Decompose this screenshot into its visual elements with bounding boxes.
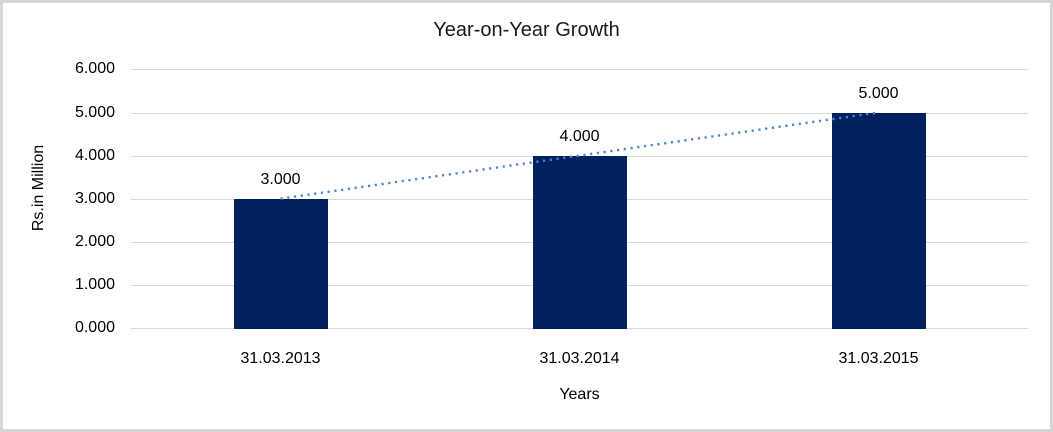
y-tick-label: 6.000 xyxy=(74,60,115,78)
bar-31.03.2013 xyxy=(233,198,328,329)
bar-31.03.2014 xyxy=(532,155,627,329)
y-tick-label: 0.000 xyxy=(74,319,115,336)
y-tick-label: 1.000 xyxy=(74,275,115,293)
bar-31.03.2015 xyxy=(831,112,926,329)
x-category-label: 31.03.2013 xyxy=(240,350,321,367)
data-label: 3.000 xyxy=(260,170,301,188)
data-label: 5.000 xyxy=(858,84,899,102)
y-tick-label: 5.000 xyxy=(74,103,115,121)
plot-area: 0.000 1.000 2.000 3.000 4.000 5.000 6.000 3.00… xyxy=(3,3,1050,429)
y-axis-title: Rs.in Million xyxy=(30,144,47,232)
data-label: 4.000 xyxy=(559,127,600,145)
y-tick-label: 4.000 xyxy=(74,146,115,164)
x-axis-title: Years xyxy=(559,386,600,403)
y-tick-label: 3.000 xyxy=(74,189,115,207)
x-category-label: 31.03.2015 xyxy=(838,350,919,367)
x-category-label: 31.03.2014 xyxy=(539,350,620,367)
y-tick-label: 2.000 xyxy=(74,232,115,250)
gridline xyxy=(131,69,1028,71)
chart-title: Year-on-Year Growth xyxy=(433,19,620,41)
